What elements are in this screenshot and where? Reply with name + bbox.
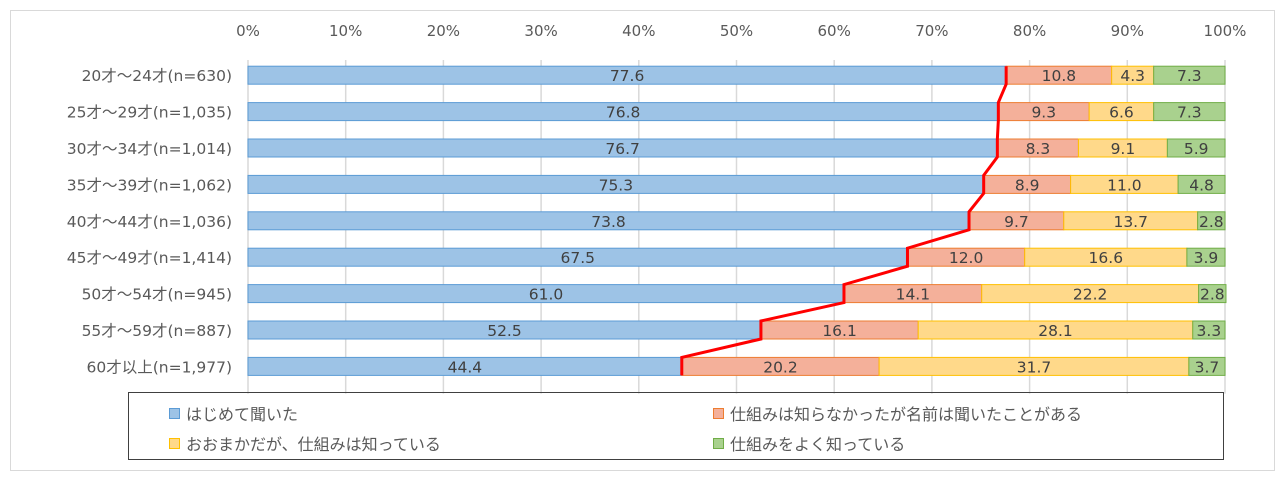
legend-label: はじめて聞いた [186,405,299,424]
legend-item-1: 仕組みは知らなかったが名前は聞いたことがある [713,401,1082,425]
legend-swatch [169,437,180,449]
data-label: 8.9 [1015,176,1040,194]
bar-segment [1192,320,1226,340]
data-label: 16.6 [1089,249,1124,267]
x-tick-label: 0% [236,22,260,40]
x-tick-label: 50% [720,22,753,40]
data-label: 76.8 [606,104,641,122]
data-label: 6.6 [1109,104,1134,122]
data-label: 20.2 [763,358,798,376]
y-category-label: 30才〜34才(n=1,014) [67,140,232,158]
x-tick-label: 10% [329,22,362,40]
legend-label: 仕組みは知らなかったが名前は聞いたことがある [730,405,1083,424]
legend-swatch [713,437,724,449]
y-category-label: 40才〜44才(n=1,036) [67,213,232,231]
bar-segment [1153,65,1226,85]
data-label: 76.7 [605,140,640,158]
data-label: 11.0 [1107,176,1142,194]
trend-line [680,66,1008,376]
y-category-label: 55才〜59才(n=887) [82,322,232,340]
bar-segment [1177,174,1226,194]
x-tick-label: 100% [1204,22,1247,40]
data-label: 28.1 [1038,322,1073,340]
legend-item-3: 仕組みをよく知っている [713,431,905,455]
legend-label: おおまかだが、仕組みは知っている [186,435,441,454]
data-label: 22.2 [1073,286,1108,304]
data-label: 3.3 [1197,322,1222,340]
y-category-label: 20才〜24才(n=630) [82,67,232,85]
data-label: 7.3 [1177,104,1202,122]
data-label: 12.0 [949,249,984,267]
data-label: 10.8 [1042,67,1077,85]
x-tick-label: 40% [622,22,655,40]
y-category-label: 60才以上(n=1,977) [86,358,232,376]
data-label: 61.0 [529,286,564,304]
data-label: 9.3 [1031,104,1056,122]
legend: はじめて聞いた 仕組みは知らなかったが名前は聞いたことがある おおまかだが、仕組… [128,392,1224,460]
legend-item-0: はじめて聞いた [169,401,298,425]
data-label: 52.5 [487,322,522,340]
x-tick-label: 70% [915,22,948,40]
bar-segment [1186,247,1226,267]
legend-label: 仕組みをよく知っている [730,435,906,454]
data-label: 14.1 [896,286,931,304]
x-tick-label: 80% [1013,22,1046,40]
bar-segment [1198,284,1227,304]
legend-swatch [713,407,724,419]
data-label: 9.1 [1111,140,1136,158]
x-tick-label: 30% [524,22,557,40]
data-label: 77.6 [610,67,645,85]
chart-frame [10,10,1275,471]
data-label: 2.8 [1200,286,1225,304]
data-label: 13.7 [1113,213,1148,231]
data-label: 31.7 [1017,358,1052,376]
y-category-label: 45才〜49才(n=1,414) [67,249,232,267]
bar-segment [1153,102,1226,122]
data-label: 44.4 [448,358,483,376]
data-label: 3.7 [1195,358,1220,376]
data-label: 5.9 [1184,140,1209,158]
x-tick-label: 90% [1111,22,1144,40]
bar-segment [1188,356,1226,376]
data-label: 73.8 [591,213,626,231]
x-tick-label: 20% [427,22,460,40]
y-category-label: 25才〜29才(n=1,035) [67,104,232,122]
data-label: 4.8 [1189,176,1214,194]
x-tick-label: 60% [818,22,851,40]
data-label: 16.1 [822,322,857,340]
y-category-label: 50才〜54才(n=945) [82,286,232,304]
data-label: 3.9 [1194,249,1219,267]
bar-segment [1166,138,1226,158]
data-label: 2.8 [1199,213,1224,231]
data-label: 8.3 [1026,140,1051,158]
data-label: 7.3 [1177,67,1202,85]
data-label: 9.7 [1004,213,1029,231]
data-label: 4.3 [1120,67,1145,85]
bar-segment [1197,211,1226,231]
data-label: 75.3 [599,176,634,194]
y-category-label: 35才〜39才(n=1,062) [67,176,232,194]
data-label: 67.5 [560,249,595,267]
legend-swatch [169,407,180,419]
legend-item-2: おおまかだが、仕組みは知っている [169,431,441,455]
